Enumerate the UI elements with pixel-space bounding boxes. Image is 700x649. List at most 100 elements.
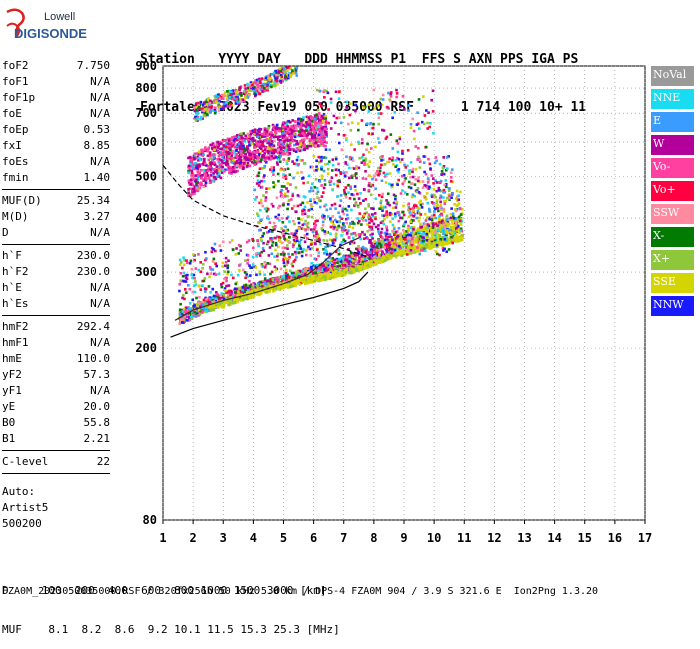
- echo-point: [209, 298, 212, 301]
- echo-point: [395, 237, 398, 240]
- echo-point: [190, 260, 193, 263]
- echo-point: [267, 127, 270, 130]
- echo-point: [189, 288, 192, 291]
- echo-point: [277, 207, 280, 210]
- echo-point: [419, 159, 422, 162]
- echo-point: [258, 229, 261, 232]
- echo-point: [419, 166, 422, 169]
- y-tick-label: 80: [143, 513, 157, 527]
- echo-point: [373, 223, 376, 226]
- echo-point: [350, 252, 353, 255]
- echo-point: [423, 229, 426, 232]
- echo-point: [403, 214, 406, 217]
- echo-point: [357, 206, 360, 209]
- echo-point: [366, 237, 369, 240]
- echo-point: [281, 275, 284, 278]
- echo-point: [285, 230, 288, 233]
- echo-point: [220, 249, 223, 252]
- echo-point: [412, 193, 415, 196]
- echo-point: [240, 299, 243, 302]
- echo-point: [338, 249, 341, 252]
- echo-point: [260, 202, 263, 205]
- echo-point: [368, 165, 371, 168]
- echo-point: [193, 259, 196, 262]
- echo-point: [268, 218, 271, 221]
- echo-point: [407, 240, 410, 243]
- echo-point: [455, 227, 458, 230]
- echo-point: [403, 249, 406, 252]
- echo-point: [433, 210, 436, 213]
- echo-point: [337, 225, 340, 228]
- echo-point: [272, 181, 275, 184]
- echo-point: [354, 203, 357, 206]
- echo-point: [367, 216, 370, 219]
- echo-point: [205, 298, 208, 301]
- echo-point: [237, 274, 240, 277]
- echo-points: [178, 66, 464, 325]
- echo-point: [255, 273, 258, 276]
- echo-point: [399, 232, 402, 235]
- echo-point: [444, 238, 447, 241]
- echo-point: [345, 259, 348, 262]
- echo-point: [338, 258, 341, 261]
- echo-point: [362, 246, 365, 249]
- echo-point: [262, 232, 265, 235]
- echo-point: [421, 249, 424, 252]
- echo-point: [301, 251, 304, 254]
- echo-point: [310, 205, 313, 208]
- echo-point: [211, 288, 214, 291]
- echo-point: [344, 186, 347, 189]
- echo-point: [204, 277, 207, 280]
- echo-point: [457, 198, 460, 201]
- echo-point: [433, 188, 436, 191]
- echo-point: [397, 179, 400, 182]
- echo-point: [438, 234, 441, 237]
- echo-point: [296, 159, 299, 162]
- echo-point: [451, 168, 454, 171]
- echo-point: [398, 168, 401, 171]
- echo-point: [211, 251, 214, 254]
- echo-point: [309, 145, 312, 148]
- echo-point: [194, 267, 197, 270]
- echo-point: [408, 181, 411, 184]
- echo-point: [378, 194, 381, 197]
- echo-point: [416, 191, 419, 194]
- x-tick-label: 12: [487, 531, 501, 545]
- echo-point: [290, 232, 293, 235]
- echo-point: [432, 177, 435, 180]
- echo-point: [293, 223, 296, 226]
- echo-point: [282, 286, 285, 289]
- echo-point: [461, 234, 464, 237]
- echo-point: [183, 319, 186, 322]
- echo-point: [252, 247, 255, 250]
- echo-point: [380, 260, 383, 263]
- x-tick-label: 6: [310, 531, 317, 545]
- echo-point: [417, 249, 420, 252]
- echo-point: [259, 273, 262, 276]
- echo-point: [360, 161, 363, 164]
- echo-point: [291, 265, 294, 268]
- echo-point: [386, 229, 389, 232]
- echo-point: [349, 156, 352, 159]
- echo-point: [323, 230, 326, 233]
- echo-point: [189, 307, 192, 310]
- echo-point: [358, 167, 361, 170]
- echo-point: [274, 289, 277, 292]
- echo-point: [179, 259, 182, 262]
- echo-point: [337, 211, 340, 214]
- echo-point: [345, 271, 348, 274]
- echo-point: [180, 261, 183, 264]
- y-tick-label: 500: [135, 169, 157, 183]
- echo-point: [224, 270, 227, 273]
- echo-point: [430, 246, 433, 249]
- echo-point: [309, 198, 312, 201]
- echo-point: [389, 233, 392, 236]
- echo-point: [324, 273, 327, 276]
- echo-point: [348, 205, 351, 208]
- echo-point: [397, 251, 400, 254]
- echo-point: [352, 159, 355, 162]
- echo-point: [271, 203, 274, 206]
- echo-point: [459, 220, 462, 223]
- echo-point: [402, 229, 405, 232]
